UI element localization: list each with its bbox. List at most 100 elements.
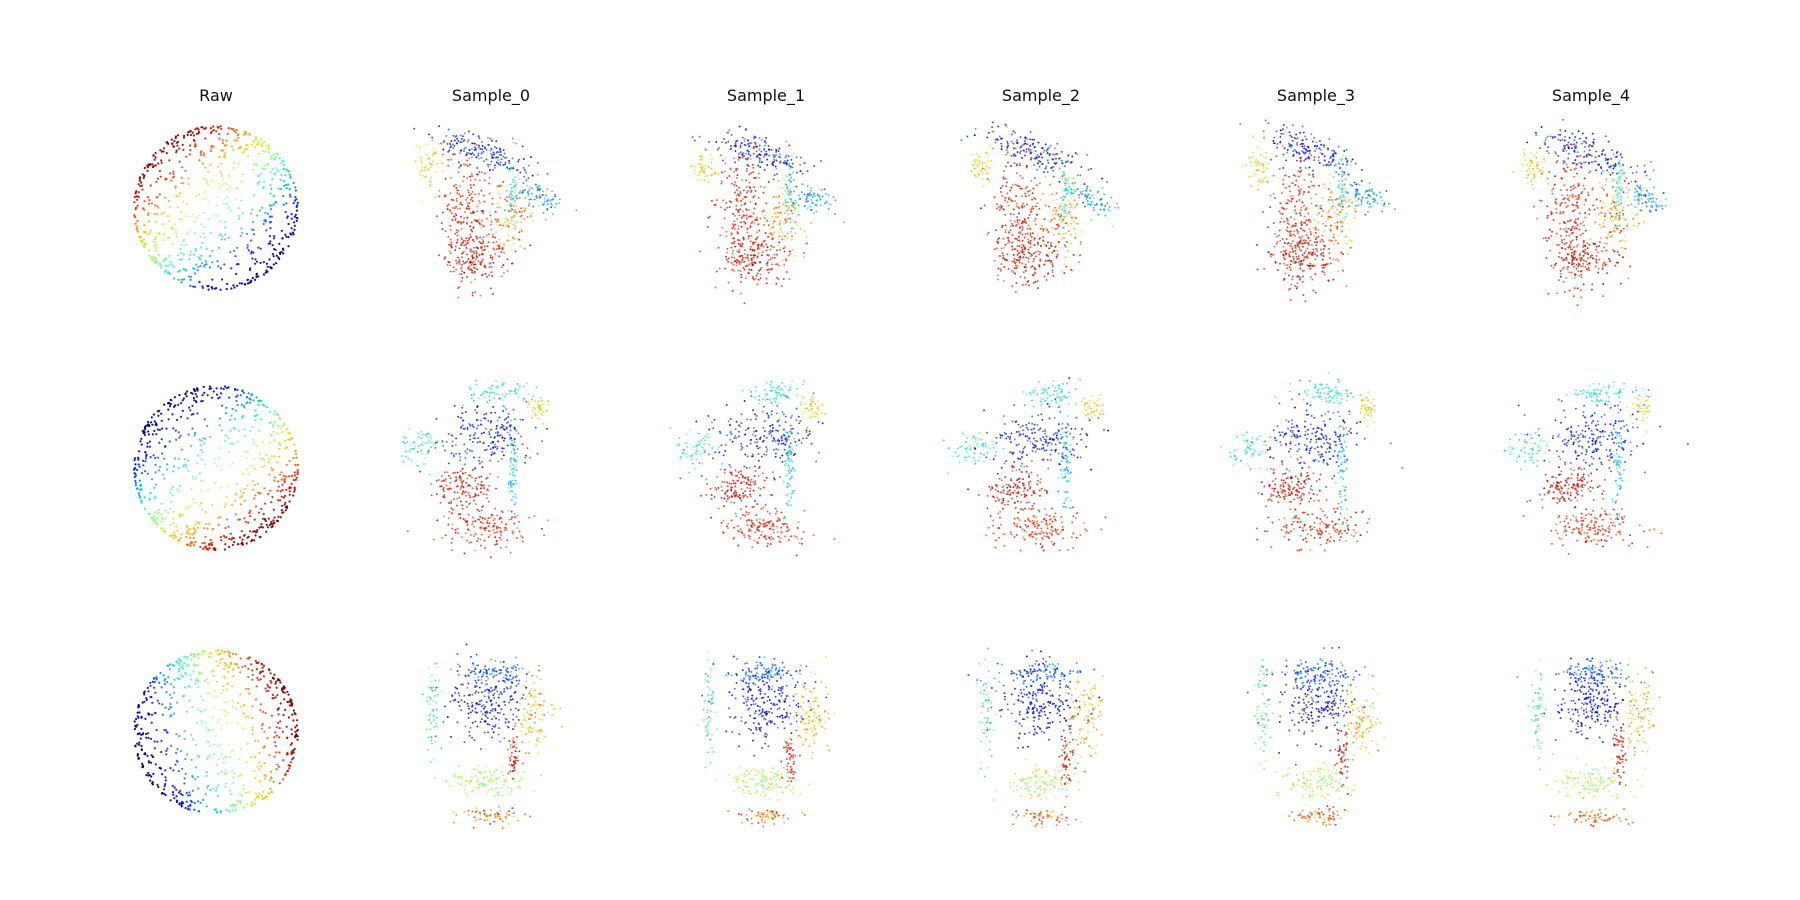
- point: [469, 261, 472, 264]
- point: [1292, 155, 1295, 158]
- point: [1029, 234, 1032, 237]
- point: [1601, 265, 1604, 268]
- point: [1294, 244, 1297, 247]
- point: [1529, 172, 1532, 175]
- point: [1350, 240, 1353, 242]
- point: [1546, 150, 1549, 153]
- point: [1594, 156, 1597, 159]
- point: [740, 216, 743, 219]
- point: [1011, 183, 1014, 186]
- point: [1051, 265, 1054, 268]
- point: [746, 191, 748, 194]
- point: [1622, 227, 1625, 230]
- point: [254, 258, 257, 261]
- point: [1598, 163, 1601, 166]
- point: [1295, 212, 1298, 214]
- point: [544, 218, 547, 221]
- point: [766, 158, 769, 161]
- point: [1571, 227, 1574, 230]
- point: [234, 409, 237, 412]
- point: [1316, 214, 1319, 216]
- point: [1292, 233, 1295, 236]
- point: [1333, 222, 1336, 225]
- point: [514, 224, 517, 227]
- point: [187, 177, 190, 180]
- point: [1574, 274, 1577, 276]
- point: [236, 134, 239, 137]
- point: [1257, 161, 1259, 164]
- point: [1577, 162, 1580, 165]
- point: [1067, 153, 1070, 156]
- point: [460, 149, 463, 152]
- point: [1627, 182, 1630, 185]
- point: [473, 153, 476, 156]
- point: [772, 178, 775, 181]
- point: [719, 206, 722, 209]
- point: [1038, 253, 1041, 256]
- point: [754, 136, 757, 139]
- point: [734, 150, 737, 152]
- point: [1532, 170, 1535, 173]
- point: [1251, 135, 1254, 138]
- point: [492, 241, 495, 244]
- point: [175, 149, 178, 152]
- point: [1553, 263, 1556, 266]
- point: [1582, 250, 1585, 253]
- point: [1292, 224, 1295, 227]
- point: [733, 256, 736, 259]
- point: [479, 147, 482, 150]
- point: [1583, 224, 1586, 227]
- point: [1372, 198, 1374, 201]
- point: [453, 145, 456, 147]
- point: [218, 417, 221, 420]
- point: [1305, 207, 1308, 210]
- point: [1007, 268, 1010, 270]
- point: [1585, 136, 1588, 139]
- point: [1606, 169, 1609, 172]
- point: [153, 241, 156, 244]
- point: [271, 168, 274, 171]
- point: [194, 501, 197, 504]
- point: [269, 208, 273, 211]
- point: [776, 276, 778, 279]
- point: [459, 141, 462, 144]
- point: [764, 232, 767, 235]
- point: [254, 409, 257, 412]
- point: [753, 207, 756, 210]
- point: [1574, 159, 1577, 162]
- point: [1282, 183, 1285, 186]
- point: [465, 237, 468, 240]
- point: [230, 414, 233, 417]
- point: [778, 202, 781, 204]
- point: [1345, 148, 1348, 151]
- point: [738, 239, 741, 242]
- point: [736, 174, 739, 177]
- point: [1328, 209, 1331, 212]
- point: [1004, 243, 1007, 246]
- point: [815, 204, 817, 207]
- point: [1294, 247, 1297, 249]
- point: [1074, 233, 1077, 236]
- point: [472, 226, 475, 229]
- point: [1297, 194, 1300, 196]
- point: [765, 136, 767, 139]
- point: [143, 433, 146, 436]
- point: [825, 192, 827, 195]
- point: [470, 192, 473, 195]
- point: [731, 242, 734, 245]
- point: [1575, 238, 1578, 241]
- point: [1337, 234, 1340, 237]
- point: [1299, 262, 1302, 265]
- point: [1007, 144, 1010, 147]
- point: [203, 211, 206, 214]
- point: [743, 155, 746, 157]
- point: [181, 166, 184, 169]
- point: [471, 142, 474, 145]
- point: [1635, 214, 1638, 217]
- point: [488, 211, 491, 214]
- point: [1286, 126, 1288, 129]
- point: [253, 194, 256, 197]
- point: [251, 257, 254, 260]
- point: [778, 153, 781, 156]
- point: [1032, 187, 1035, 190]
